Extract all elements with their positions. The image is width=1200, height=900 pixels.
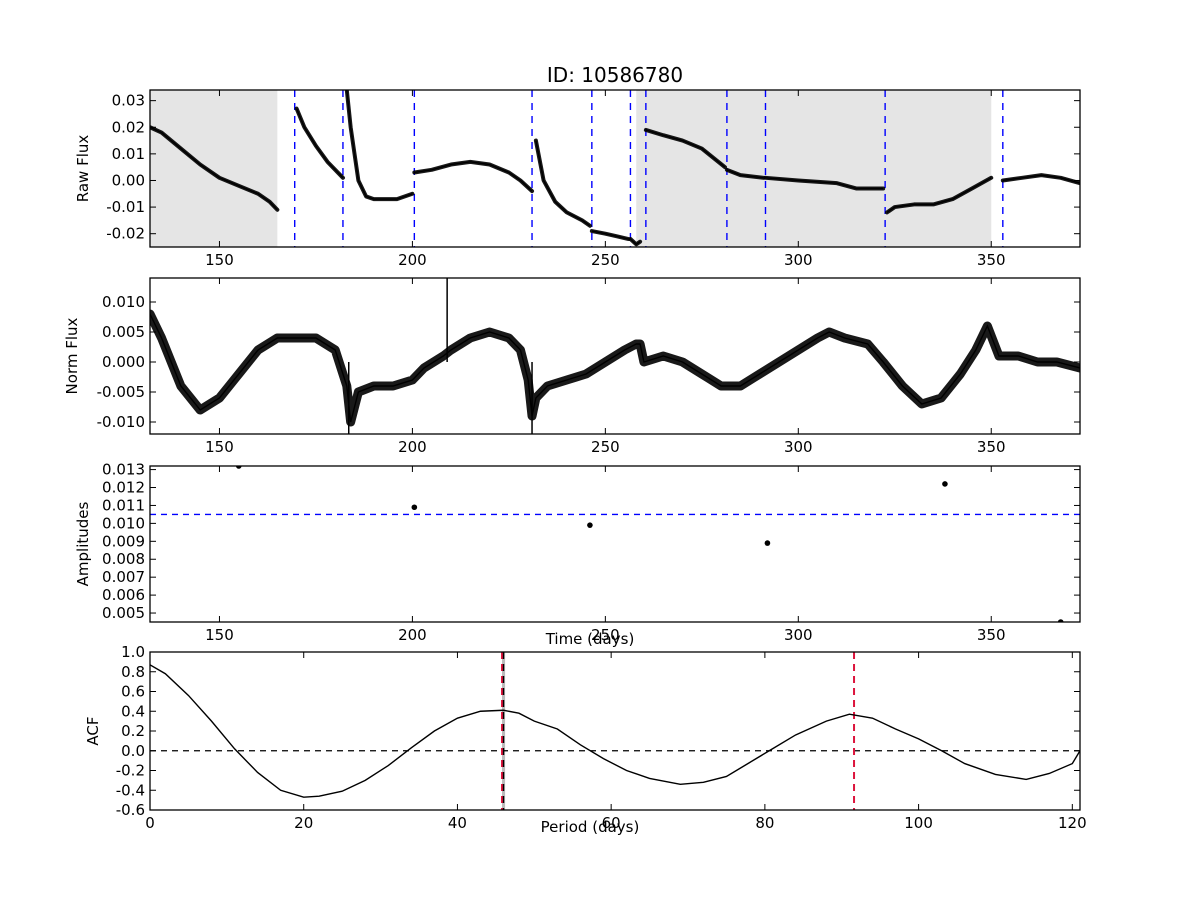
amplitude-point [764,540,771,546]
y-tick-label: 1.0 [121,643,145,661]
panel-3: 150 200 250 300 350 0.0050.0060.0070.0080.009… [74,461,1081,648]
y-tick-label: 0.4 [121,702,145,720]
x-tick-label: 150 [205,626,234,644]
series-line-10 [765,177,884,190]
series-line-9 [726,169,764,179]
series-line-band-2 [294,106,345,180]
axes-frame [149,277,1081,435]
shaded-region [150,90,278,247]
y-tick-label: 0.03 [112,92,145,110]
plot-area [150,278,1080,434]
series-line-12 [1002,174,1080,184]
x-tick-label: 300 [784,626,813,644]
x-tick-label: 40 [448,814,467,832]
shaded-region [636,90,992,247]
y-tick-label: 0.011 [102,496,145,514]
y-tick-label: 0.007 [102,568,145,586]
panel-1: 150 200 250 300 350 -0.02 -0.01 0.00 0.01 0.02 0.0… [74,63,1081,269]
amplitude-point [942,481,948,487]
series-line-5 [535,140,591,227]
y-tick-label: -0.4 [116,781,145,799]
x-tick-label: 0 [145,814,155,832]
y-tick-label: -0.010 [97,413,145,431]
y-tick-label: 0.02 [112,118,145,136]
y-tick-label: 0.2 [121,722,145,740]
y-tick-label: -0.005 [97,383,145,401]
series-line-2 [295,108,344,179]
y-tick-label: 0.008 [102,550,145,568]
y-axis-label: Norm Flux [63,317,81,394]
y-tick-label: 0.005 [102,604,145,622]
y-axis-label: ACF [84,716,102,745]
x-tick-label: 100 [904,814,933,832]
chart-title: ID: 10586780 [547,63,683,87]
y-tick-label: 0.000 [102,353,145,371]
x-tick-label: 150 [205,251,234,269]
y-tick-label: -0.02 [106,225,145,243]
panel-4: 0 20 40 60 80 100 120 -0.6 -0.4-0.2 0.0 0.2 0.40.6 0… [84,643,1087,836]
x-tick-label: 350 [977,626,1006,644]
series-line-band-1 [150,309,1080,427]
series-line-4 [414,161,533,192]
y-tick-label: 0.006 [102,586,145,604]
amplitude-point [235,466,242,469]
y-tick-label: 0.01 [112,145,145,163]
axes-frame [149,465,1081,623]
y-tick-label: -0.2 [116,762,145,780]
panel-2: 150 200 250 300 350 -0.010 -0.005 0.000 0.005 0.0… [63,277,1081,456]
y-tick-label: 0.010 [102,293,145,311]
y-axis-label: Amplitudes [74,501,92,586]
x-tick-label: 250 [591,626,620,644]
y-tick-label: 0.005 [102,323,145,341]
y-tick-label: 0.009 [102,532,145,550]
y-tick-label: 0.6 [121,683,145,701]
y-axis-label: Raw Flux [74,135,92,203]
series-line-1 [150,313,1080,423]
series-line-6 [591,230,629,240]
y-tick-label: 0.0 [121,742,145,760]
series-line-3 [346,90,413,200]
x-tick-label: 200 [398,626,427,644]
y-tick-label: 0.013 [102,461,145,479]
x-tick-label: 250 [591,438,620,456]
series-line-band-5 [533,138,592,228]
x-tick-label: 200 [398,438,427,456]
x-tick-label: 120 [1058,814,1087,832]
amplitude-point [1057,619,1064,622]
x-tick-label: 150 [205,438,234,456]
plot-area [150,90,1080,247]
series-line-8 [645,129,726,168]
plot-area [150,466,1080,622]
y-tick-label: 0.010 [102,514,145,532]
series-line-7 [629,238,641,246]
x-axis-label: Time (days) [545,630,635,648]
x-tick-label: 250 [591,251,620,269]
x-tick-label: 350 [977,438,1006,456]
amplitude-point [411,504,418,511]
series-line-1 [150,126,278,211]
series-line-band-3 [344,90,415,202]
amplitude-point [587,522,593,528]
x-tick-label: 80 [755,814,774,832]
axes-frame [149,89,1081,248]
x-axis-label: Period (days) [541,818,640,836]
y-tick-label: -0.01 [106,198,145,216]
y-tick-label: -0.6 [116,801,145,819]
series-line-1 [150,664,1080,798]
y-tick-label: 0.8 [121,663,145,681]
axes-frame [149,651,1081,811]
x-tick-label: 300 [784,438,813,456]
series-line-11 [886,177,992,213]
x-tick-label: 60 [602,814,621,832]
x-tick-label: 20 [294,814,313,832]
x-tick-label: 350 [977,251,1006,269]
x-tick-label: 300 [784,251,813,269]
x-tick-label: 200 [398,251,427,269]
y-tick-label: 0.012 [102,479,145,497]
plot-area [150,652,1080,810]
y-tick-label: 0.00 [112,171,145,189]
